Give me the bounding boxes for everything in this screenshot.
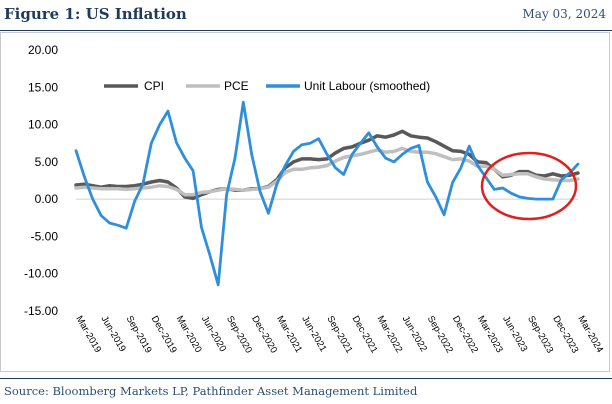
y-tick-label: 10.00	[28, 118, 58, 132]
series-lines	[74, 100, 580, 287]
chart-frame	[0, 32, 610, 372]
y-tick-label: 20.00	[28, 43, 58, 57]
figure-date: May 03, 2024	[522, 7, 606, 21]
figure-title: Figure 1: US Inflation	[4, 5, 187, 23]
y-tick-label: 0.00	[35, 192, 59, 206]
y-tick-label: 5.00	[35, 155, 59, 169]
highlight-circle	[480, 151, 578, 221]
series-line-pce	[74, 146, 580, 197]
y-axis: 20.00 15.00 10.00 5.00 0.00 -5.00 -10.00 -15.00	[24, 43, 58, 318]
y-tick-label: -5.00	[31, 229, 59, 243]
legend-label: Unit Labour (smoothed)	[304, 79, 430, 93]
footer-rule	[0, 378, 612, 379]
source-note: Source: Bloomberg Markets LP, Pathfinder…	[4, 384, 418, 398]
series-line-unit-labour	[74, 100, 580, 287]
x-axis: Mar-2019Jun-2019Sep-2019Dec-2019Mar-2020…	[73, 198, 605, 355]
legend-label: PCE	[224, 79, 249, 93]
y-tick-label: -10.00	[24, 267, 58, 281]
y-tick-label: 15.00	[28, 80, 58, 94]
figure-header: Figure 1: US Inflation May 03, 2024	[0, 0, 612, 32]
legend: CPI PCE Unit Labour (smoothed)	[104, 79, 430, 93]
legend-label: CPI	[144, 79, 164, 93]
header-rule	[0, 30, 612, 31]
x-tick-label: Mar-2019	[73, 314, 103, 355]
y-tick-label: -15.00	[24, 304, 58, 318]
